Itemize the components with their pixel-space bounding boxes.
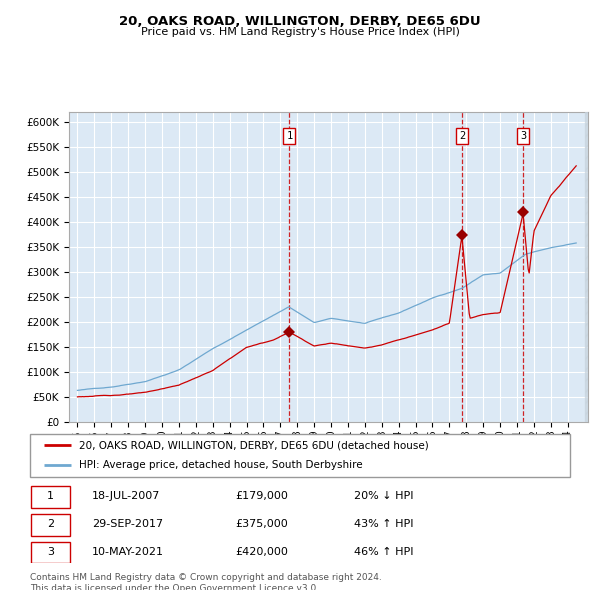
Text: Price paid vs. HM Land Registry's House Price Index (HPI): Price paid vs. HM Land Registry's House … <box>140 27 460 37</box>
Bar <box>584 112 588 422</box>
Text: HPI: Average price, detached house, South Derbyshire: HPI: Average price, detached house, Sout… <box>79 460 362 470</box>
Text: 1: 1 <box>47 491 54 501</box>
Text: £420,000: £420,000 <box>235 547 288 556</box>
Text: 20, OAKS ROAD, WILLINGTON, DERBY, DE65 6DU: 20, OAKS ROAD, WILLINGTON, DERBY, DE65 6… <box>119 15 481 28</box>
Text: 20% ↓ HPI: 20% ↓ HPI <box>354 491 413 501</box>
FancyBboxPatch shape <box>31 514 70 536</box>
Text: 20, OAKS ROAD, WILLINGTON, DERBY, DE65 6DU (detached house): 20, OAKS ROAD, WILLINGTON, DERBY, DE65 6… <box>79 440 428 450</box>
Text: 43% ↑ HPI: 43% ↑ HPI <box>354 519 413 529</box>
Text: 3: 3 <box>520 131 526 141</box>
FancyBboxPatch shape <box>31 486 70 508</box>
Text: 46% ↑ HPI: 46% ↑ HPI <box>354 547 413 556</box>
FancyBboxPatch shape <box>31 542 70 563</box>
Text: 2: 2 <box>47 519 54 529</box>
FancyBboxPatch shape <box>30 434 570 477</box>
Text: Contains HM Land Registry data © Crown copyright and database right 2024.
This d: Contains HM Land Registry data © Crown c… <box>30 573 382 590</box>
Text: 10-MAY-2021: 10-MAY-2021 <box>92 547 164 556</box>
Text: £179,000: £179,000 <box>235 491 288 501</box>
Text: £375,000: £375,000 <box>235 519 288 529</box>
Text: 3: 3 <box>47 547 54 556</box>
Text: 1: 1 <box>286 131 293 141</box>
Text: 18-JUL-2007: 18-JUL-2007 <box>92 491 160 501</box>
Text: 2: 2 <box>459 131 465 141</box>
Text: 29-SEP-2017: 29-SEP-2017 <box>92 519 163 529</box>
